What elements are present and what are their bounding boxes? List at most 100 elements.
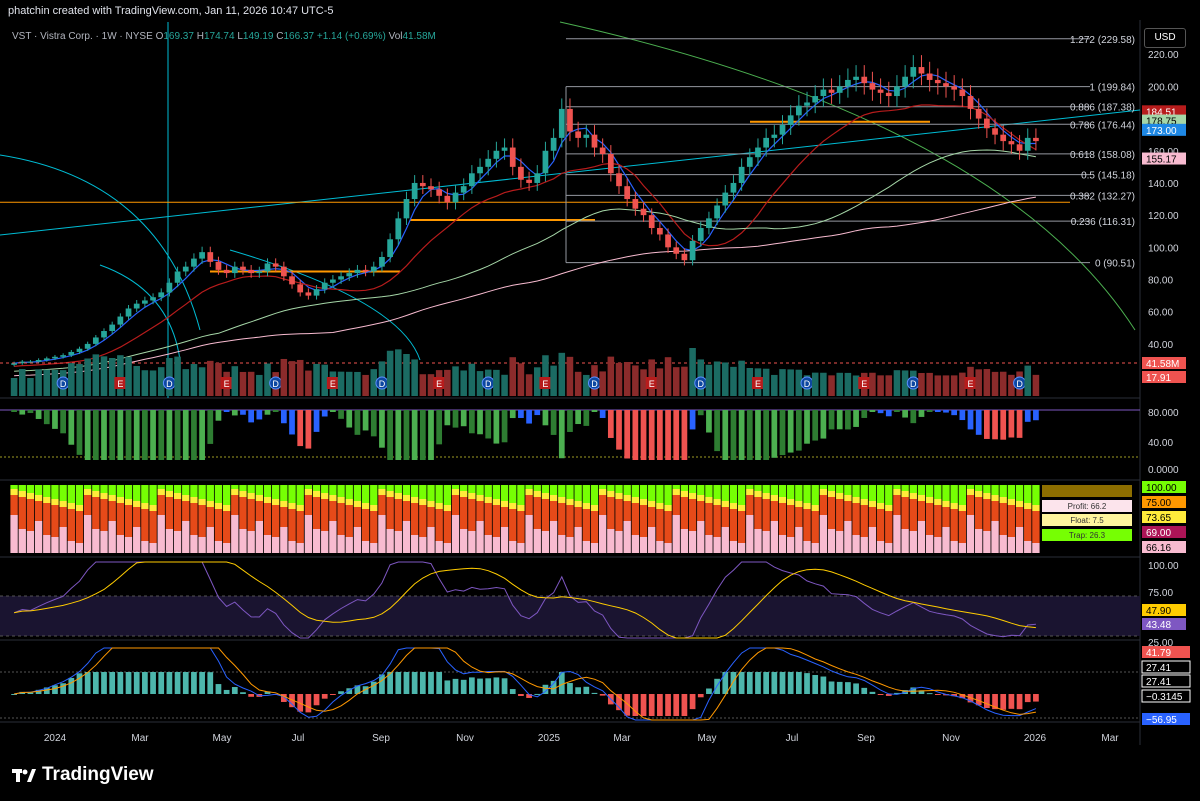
volume-bar	[288, 361, 296, 396]
osc4-histogram-bar	[354, 685, 361, 694]
candle-body	[379, 256, 385, 267]
osc1-bar	[812, 410, 819, 441]
candle-body	[419, 182, 426, 187]
volume-bar	[460, 370, 467, 396]
osc4-histogram-bar	[76, 673, 83, 694]
candle-body	[223, 269, 230, 274]
fib-level-label: 0.382 (132.27)	[1070, 191, 1135, 202]
osc1-bar	[518, 410, 524, 418]
volume-bar	[550, 365, 557, 396]
osc1-bar	[117, 410, 124, 460]
osc1-bar	[338, 410, 344, 419]
osc2-green-segment	[67, 485, 75, 503]
dividend-label: D	[591, 379, 598, 389]
osc2-orange-segment	[566, 505, 574, 537]
tradingview-logo-icon	[12, 767, 36, 783]
osc2-orange-segment	[370, 511, 378, 543]
open-label: O	[155, 31, 164, 42]
osc1-bar	[992, 410, 998, 440]
osc2-orange-segment	[786, 505, 795, 537]
osc2-yellow-segment	[721, 501, 729, 507]
fib-level-label: 0.618 (158.08)	[1070, 150, 1135, 161]
candle-body	[403, 199, 410, 219]
osc4-histogram-bar	[869, 691, 876, 694]
symbol-legend: VST · Vistra Corp. · 1W · NYSE O169.37 H…	[12, 31, 436, 42]
osc2-pink-segment	[500, 527, 509, 553]
osc4-histogram-bar	[509, 689, 516, 694]
osc3-axis-tick: 100.00	[1148, 561, 1179, 572]
candle-body	[125, 308, 132, 317]
candle-body	[166, 282, 173, 293]
osc2-yellow-segment	[263, 497, 272, 503]
osc4-histogram-bar	[60, 683, 66, 694]
osc2-yellow-segment	[598, 489, 607, 495]
dividend-label: D	[166, 379, 173, 389]
osc2-tag: 73.65	[1146, 513, 1171, 524]
osc2-green-segment	[517, 485, 525, 505]
arc-curve-cyan-1	[0, 154, 201, 331]
osc1-bar	[370, 410, 377, 437]
osc4-histogram-bar	[92, 672, 99, 694]
osc2-green-segment	[157, 485, 165, 489]
osc2-yellow-segment	[729, 503, 738, 509]
osc2-pink-segment	[51, 537, 59, 553]
osc2-green-segment	[92, 485, 100, 491]
osc2-green-segment	[631, 485, 640, 497]
osc1-bar	[1008, 410, 1015, 438]
osc2-green-segment	[754, 485, 762, 491]
osc1-bar	[452, 410, 459, 428]
osc1-bar	[583, 410, 590, 426]
osc4-histogram-bar	[975, 694, 982, 706]
volume-bar	[771, 374, 778, 396]
candle-body	[68, 351, 75, 356]
osc2-green-segment	[852, 485, 860, 497]
volume-bar	[419, 374, 427, 396]
osc1-bar	[746, 410, 753, 460]
candle-body	[436, 189, 443, 196]
candle-body	[248, 269, 255, 274]
osc2-orange-segment	[925, 503, 934, 535]
osc2-orange-segment	[492, 505, 501, 537]
osc2-pink-segment	[141, 541, 149, 553]
candle-body	[411, 182, 418, 200]
osc2-yellow-segment	[59, 501, 67, 507]
osc2-yellow-segment	[778, 497, 787, 503]
osc2-pink-segment	[370, 543, 378, 553]
osc4-histogram-bar	[289, 694, 295, 708]
candle-body	[1000, 134, 1007, 142]
osc4-histogram-bar	[52, 685, 58, 694]
osc2-green-segment	[991, 485, 999, 495]
osc2-orange-segment	[517, 511, 525, 543]
osc1-bar	[828, 410, 835, 430]
osc2-green-segment	[656, 485, 664, 503]
osc2-green-segment	[410, 485, 419, 497]
osc1-bar	[411, 410, 418, 460]
osc2-yellow-segment	[713, 499, 721, 505]
osc2-yellow-segment	[1007, 499, 1016, 505]
osc2-green-segment	[75, 485, 84, 505]
osc1-bar	[11, 410, 17, 412]
osc2-green-segment	[868, 485, 877, 501]
osc2-green-segment	[975, 485, 983, 491]
osc2-orange-segment	[737, 511, 746, 543]
osc4-histogram-bar	[248, 694, 255, 697]
osc1-bar	[934, 410, 941, 412]
candle-body	[673, 247, 680, 254]
osc4-histogram-bar	[885, 694, 892, 696]
osc1-bar	[493, 410, 500, 444]
volume-bar	[574, 371, 582, 396]
candle-body	[820, 89, 827, 97]
osc2-pink-segment	[811, 543, 819, 553]
volume-bar	[852, 375, 860, 396]
candle-body	[330, 279, 336, 283]
osc4-histogram-bar	[526, 694, 532, 698]
osc4-histogram-bar	[722, 672, 729, 694]
volume-bar	[354, 371, 361, 396]
earnings-label: E	[649, 379, 655, 389]
osc2-orange-segment	[500, 507, 509, 527]
candle-body	[174, 271, 181, 283]
osc2-pink-segment	[999, 535, 1007, 553]
cloud-span-a	[14, 149, 1036, 372]
currency-button[interactable]: USD	[1144, 28, 1186, 48]
